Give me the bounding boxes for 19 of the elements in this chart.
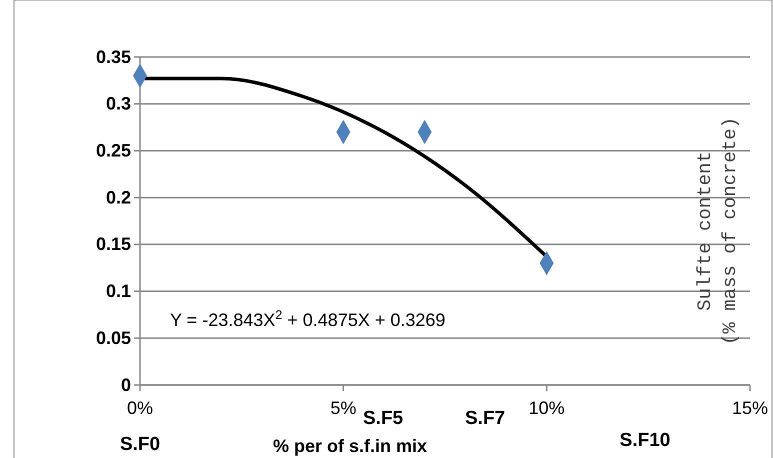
y-tick-label: 0 <box>120 374 131 395</box>
x-axis-title: % per of s.f.in mix <box>272 436 428 456</box>
y-tick-label: 0.05 <box>96 328 131 348</box>
y-tick-label: 0.2 <box>106 187 131 208</box>
x-tick-label: 5% <box>330 398 356 418</box>
text: S.F0 <box>120 434 160 455</box>
y-tick-label: 0.15 <box>96 234 131 254</box>
x-tick-label: 0% <box>126 398 154 418</box>
text: S.F5 <box>363 408 404 429</box>
x-tick-label: 10% <box>528 398 565 418</box>
y-tick-label: 0.3 <box>106 94 131 114</box>
x-tick-label: 15% <box>732 398 768 418</box>
y-axis-title: Sulfte content (% mass of concrete) <box>694 116 741 346</box>
text: S.F10 <box>620 430 670 451</box>
text: S.F7 <box>465 408 506 429</box>
y-tick-label: 0.1 <box>106 281 131 302</box>
y-tick-label: 0.35 <box>96 46 131 67</box>
y-tick-label: 0.25 <box>96 140 131 160</box>
annotation: Y = -23.843X$^{2}$ + 0.4875X + 0.3269 <box>170 308 446 330</box>
